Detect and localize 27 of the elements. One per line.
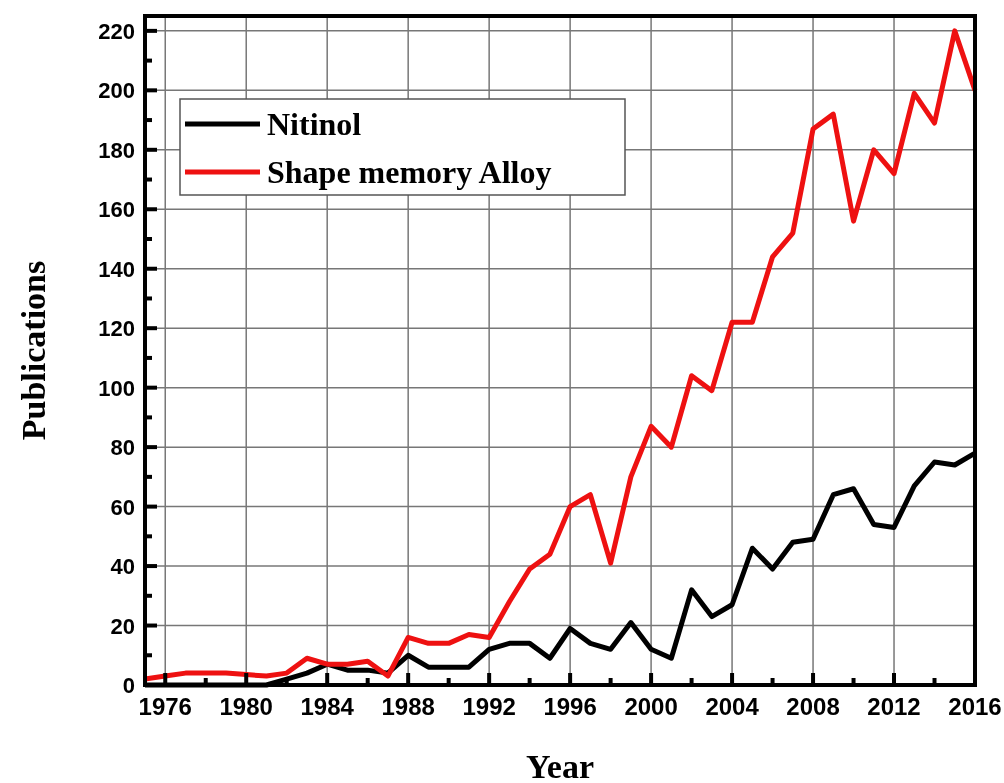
y-tick-label: 100 <box>98 375 135 401</box>
x-tick-label: 2000 <box>624 693 678 720</box>
y-tick-label: 220 <box>98 18 135 44</box>
y-tick-label: 40 <box>110 554 135 580</box>
x-axis-title: Year <box>526 748 594 783</box>
y-tick-label: 120 <box>98 316 135 342</box>
y-axis-title: Publications <box>15 260 52 441</box>
x-tick-label: 1996 <box>543 693 597 720</box>
legend-label: Shape memory Alloy <box>267 154 552 190</box>
x-tick-label: 2016 <box>948 693 1002 720</box>
legend-label: Nitinol <box>267 106 362 142</box>
y-tick-label: 140 <box>98 256 135 282</box>
y-tick-label: 160 <box>98 197 135 223</box>
x-tick-label: 1992 <box>462 693 516 720</box>
x-tick-label: 2004 <box>705 693 760 720</box>
y-tick-label: 180 <box>98 137 135 163</box>
x-tick-label: 2008 <box>786 693 840 720</box>
x-tick-label: 1984 <box>300 693 355 720</box>
y-tick-label: 200 <box>98 78 135 104</box>
x-tick-label: 1988 <box>381 693 435 720</box>
y-tick-label: 20 <box>110 613 135 639</box>
x-tick-label: 1976 <box>138 693 192 720</box>
x-tick-label: 2012 <box>867 693 921 720</box>
y-tick-label: 80 <box>110 435 135 461</box>
x-tick-label: 1980 <box>219 693 273 720</box>
y-tick-label: 0 <box>122 673 135 698</box>
y-tick-label: 60 <box>110 494 135 520</box>
